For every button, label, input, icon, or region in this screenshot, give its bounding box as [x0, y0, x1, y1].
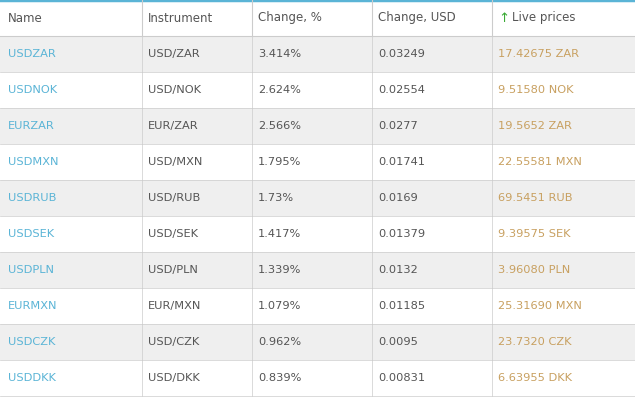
Text: 22.55581 MXN: 22.55581 MXN: [498, 157, 582, 167]
Text: USDNOK: USDNOK: [8, 85, 57, 95]
Text: USD/SEK: USD/SEK: [148, 229, 198, 239]
Text: 0.03249: 0.03249: [378, 49, 425, 59]
Text: 0.962%: 0.962%: [258, 337, 301, 347]
Bar: [0, 108, 635, 144]
Bar: [0, 144, 635, 180]
Text: 3.96080 PLN: 3.96080 PLN: [498, 265, 570, 275]
Text: 0.00831: 0.00831: [378, 373, 425, 383]
Text: USD/PLN: USD/PLN: [148, 265, 198, 275]
Text: EUR/MXN: EUR/MXN: [148, 301, 201, 311]
Text: USDPLN: USDPLN: [8, 265, 54, 275]
Text: USD/RUB: USD/RUB: [148, 193, 200, 203]
Text: 0.02554: 0.02554: [378, 85, 425, 95]
Text: 1.417%: 1.417%: [258, 229, 301, 239]
Text: 17.42675 ZAR: 17.42675 ZAR: [498, 49, 579, 59]
Text: USDRUB: USDRUB: [8, 193, 57, 203]
Text: 1.73%: 1.73%: [258, 193, 294, 203]
Text: Change, USD: Change, USD: [378, 11, 456, 25]
Text: Change, %: Change, %: [258, 11, 322, 25]
Text: USD/NOK: USD/NOK: [148, 85, 201, 95]
Text: EUR/ZAR: EUR/ZAR: [148, 121, 199, 131]
Text: USD/ZAR: USD/ZAR: [148, 49, 199, 59]
Text: USDMXN: USDMXN: [8, 157, 58, 167]
Text: USDDKK: USDDKK: [8, 373, 56, 383]
Bar: [0, 180, 635, 216]
Text: Name: Name: [8, 11, 43, 25]
Text: 0.01741: 0.01741: [378, 157, 425, 167]
Text: 0.01185: 0.01185: [378, 301, 425, 311]
Bar: [0, 216, 635, 252]
Text: 3.414%: 3.414%: [258, 49, 301, 59]
Bar: [0, 252, 635, 288]
Text: ↑: ↑: [498, 11, 509, 25]
Text: 0.0132: 0.0132: [378, 265, 418, 275]
Text: Live prices: Live prices: [512, 11, 575, 25]
Text: 2.566%: 2.566%: [258, 121, 301, 131]
Text: EURMXN: EURMXN: [8, 301, 58, 311]
Text: 19.5652 ZAR: 19.5652 ZAR: [498, 121, 572, 131]
Text: 23.7320 CZK: 23.7320 CZK: [498, 337, 572, 347]
Text: 1.079%: 1.079%: [258, 301, 302, 311]
Bar: [0, 288, 635, 324]
Text: 0.0095: 0.0095: [378, 337, 418, 347]
Text: 2.624%: 2.624%: [258, 85, 301, 95]
Bar: [0, 0, 635, 36]
Bar: [0, 360, 635, 396]
Text: 1.795%: 1.795%: [258, 157, 302, 167]
Text: 1.339%: 1.339%: [258, 265, 302, 275]
Text: 69.5451 RUB: 69.5451 RUB: [498, 193, 573, 203]
Text: USDZAR: USDZAR: [8, 49, 56, 59]
Text: USD/CZK: USD/CZK: [148, 337, 199, 347]
Text: USD/DKK: USD/DKK: [148, 373, 200, 383]
Text: EURZAR: EURZAR: [8, 121, 55, 131]
Text: 0.839%: 0.839%: [258, 373, 302, 383]
Text: USDCZK: USDCZK: [8, 337, 55, 347]
Text: 6.63955 DKK: 6.63955 DKK: [498, 373, 572, 383]
Bar: [0, 72, 635, 108]
Bar: [0, 36, 635, 72]
Bar: [0, 324, 635, 360]
Text: Instrument: Instrument: [148, 11, 213, 25]
Text: USDSEK: USDSEK: [8, 229, 54, 239]
Text: USD/MXN: USD/MXN: [148, 157, 203, 167]
Text: 0.0169: 0.0169: [378, 193, 418, 203]
Text: 25.31690 MXN: 25.31690 MXN: [498, 301, 582, 311]
Text: 9.39575 SEK: 9.39575 SEK: [498, 229, 570, 239]
Text: 0.01379: 0.01379: [378, 229, 425, 239]
Text: 9.51580 NOK: 9.51580 NOK: [498, 85, 573, 95]
Text: 0.0277: 0.0277: [378, 121, 418, 131]
